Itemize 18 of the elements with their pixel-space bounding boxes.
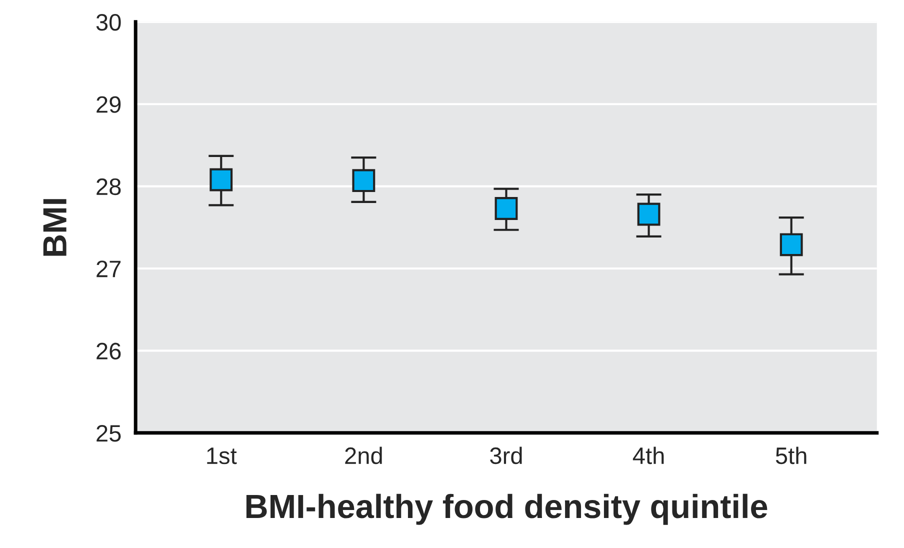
y-tick-label: 26 — [96, 342, 121, 360]
point — [780, 233, 803, 256]
x-axis-title: BMI-healthy food density quintile — [246, 494, 768, 525]
y-tick-label: 30 — [96, 14, 121, 31]
y-tick-label: 29 — [96, 96, 121, 113]
y-tick-label: 27 — [96, 260, 121, 278]
x-tick-label: 2nd — [345, 446, 382, 464]
point — [210, 168, 233, 192]
x-tick-label: 5th — [776, 446, 806, 464]
y-tick-label: 25 — [96, 424, 121, 442]
x-tick-label: 1st — [207, 448, 237, 464]
point — [494, 197, 518, 220]
point — [352, 169, 376, 192]
y-tick-label: 28 — [96, 178, 121, 196]
point — [637, 202, 660, 226]
x-tick-label: 4th — [632, 446, 664, 464]
y-axis-title: BMI — [43, 199, 66, 256]
x-tick-label: 3rd — [490, 446, 522, 464]
